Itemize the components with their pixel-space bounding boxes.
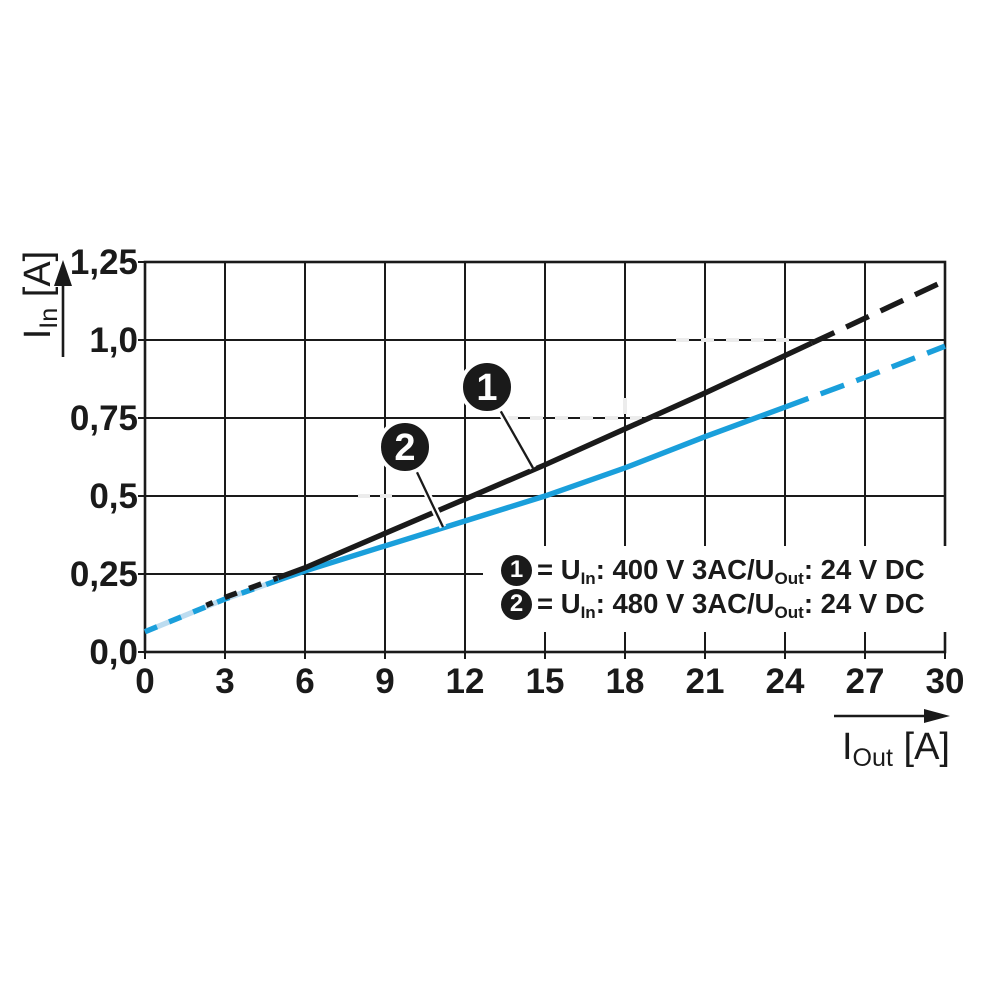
legend-marker-1-icon: 1 xyxy=(501,554,532,586)
series-2-coincident-dashes xyxy=(143,577,280,635)
y-axis-arrow-icon xyxy=(54,260,72,286)
x-tick-label: 12 xyxy=(446,662,485,701)
x-tick-label: 3 xyxy=(215,662,234,701)
x-tick-label: 9 xyxy=(375,662,394,701)
x-axis-label: IOut [A] xyxy=(841,726,950,773)
y-axis-label: IIn [A] xyxy=(15,241,63,349)
legend: 1 = UIn: 400 V 3AC/UOut: 24 V DC 2 = UIn… xyxy=(483,546,953,632)
callout-number-1: 1 xyxy=(476,367,497,409)
series-1-dashed xyxy=(810,278,947,346)
y-axis-label-subscript: In xyxy=(34,307,63,329)
x-tick-label: 24 xyxy=(766,662,805,701)
x-axis-arrow-icon xyxy=(924,709,950,723)
y-tick-label: 0,25 xyxy=(70,555,138,594)
series-2-dashed xyxy=(784,343,946,410)
legend-label-2: = UIn: 480 V 3AC/UOut: 24 V DC xyxy=(537,588,925,623)
series-1-solid xyxy=(277,340,813,581)
y-tick-label: 1,0 xyxy=(89,321,138,360)
x-tick-label: 6 xyxy=(295,662,314,701)
x-tick-label: 15 xyxy=(526,662,565,701)
legend-label-1: = UIn: 400 V 3AC/UOut: 24 V DC xyxy=(537,554,925,589)
x-tick-label: 0 xyxy=(135,662,154,701)
x-tick-label: 30 xyxy=(926,662,965,701)
x-tick-label: 18 xyxy=(606,662,645,701)
y-tick-label: 0,0 xyxy=(89,633,138,672)
x-tick-label: 27 xyxy=(846,662,885,701)
series-2-solid xyxy=(277,404,786,583)
legend-entry-1: 1 = UIn: 400 V 3AC/UOut: 24 V DC xyxy=(501,553,953,589)
y-axis-label-text: IIn [A] xyxy=(16,250,63,340)
legend-entry-2: 2 = UIn: 480 V 3AC/UOut: 24 V DC xyxy=(501,587,953,623)
x-tick-label: 21 xyxy=(686,662,725,701)
y-tick-label: 0,5 xyxy=(89,477,138,516)
series-1-coincident-dashes xyxy=(205,575,280,608)
plot-frame xyxy=(143,260,947,654)
y-tick-label: 1,25 xyxy=(70,243,138,282)
y-tick-label: 0,75 xyxy=(70,399,138,438)
x-axis-label-subscript: Out xyxy=(852,744,893,773)
callout-circle-1 xyxy=(459,359,515,415)
callout-number-2: 2 xyxy=(394,427,415,469)
legend-marker-2-icon: 2 xyxy=(501,588,532,620)
callout-circle-2 xyxy=(377,419,433,475)
